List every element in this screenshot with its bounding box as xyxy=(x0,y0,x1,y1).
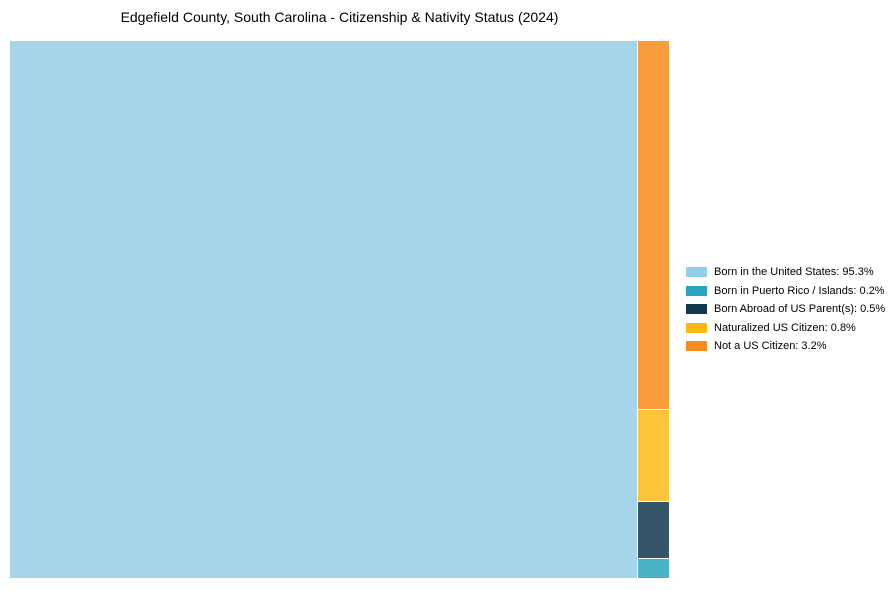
legend: Born in the United States: 95.3% Born in… xyxy=(686,266,885,352)
legend-swatch-not-us-citizen xyxy=(686,341,707,351)
legend-swatch-born-in-us xyxy=(686,267,707,277)
legend-item-born-puerto-rico: Born in Puerto Rico / Islands: 0.2% xyxy=(686,285,885,297)
treemap-cell-born-puerto-rico xyxy=(638,559,669,578)
legend-label-born-in-us: Born in the United States: 95.3% xyxy=(714,266,874,278)
legend-item-born-abroad: Born Abroad of US Parent(s): 0.5% xyxy=(686,303,885,315)
chart-title: Edgefield County, South Carolina - Citiz… xyxy=(120,9,559,25)
treemap-plot xyxy=(10,41,669,578)
treemap-cell-not-us-citizen xyxy=(638,41,669,409)
legend-swatch-born-puerto-rico xyxy=(686,285,707,296)
legend-item-born-in-us: Born in the United States: 95.3% xyxy=(686,266,885,278)
legend-label-born-puerto-rico: Born in Puerto Rico / Islands: 0.2% xyxy=(714,284,885,297)
treemap-cell-born-abroad xyxy=(638,502,669,558)
legend-item-not-us-citizen: Not a US Citizen: 3.2% xyxy=(686,340,885,352)
legend-swatch-born-abroad xyxy=(686,304,707,314)
treemap-minor-column xyxy=(638,41,669,578)
legend-label-naturalized: Naturalized US Citizen: 0.8% xyxy=(714,321,856,334)
treemap-cell-naturalized xyxy=(638,410,669,501)
legend-label-born-abroad: Born Abroad of US Parent(s): 0.5% xyxy=(714,303,886,315)
legend-item-naturalized: Naturalized US Citizen: 0.8% xyxy=(686,322,885,334)
treemap-cell-born-in-us xyxy=(10,41,637,578)
legend-label-not-us-citizen: Not a US Citizen: 3.2% xyxy=(714,340,827,352)
legend-swatch-naturalized xyxy=(686,322,707,333)
